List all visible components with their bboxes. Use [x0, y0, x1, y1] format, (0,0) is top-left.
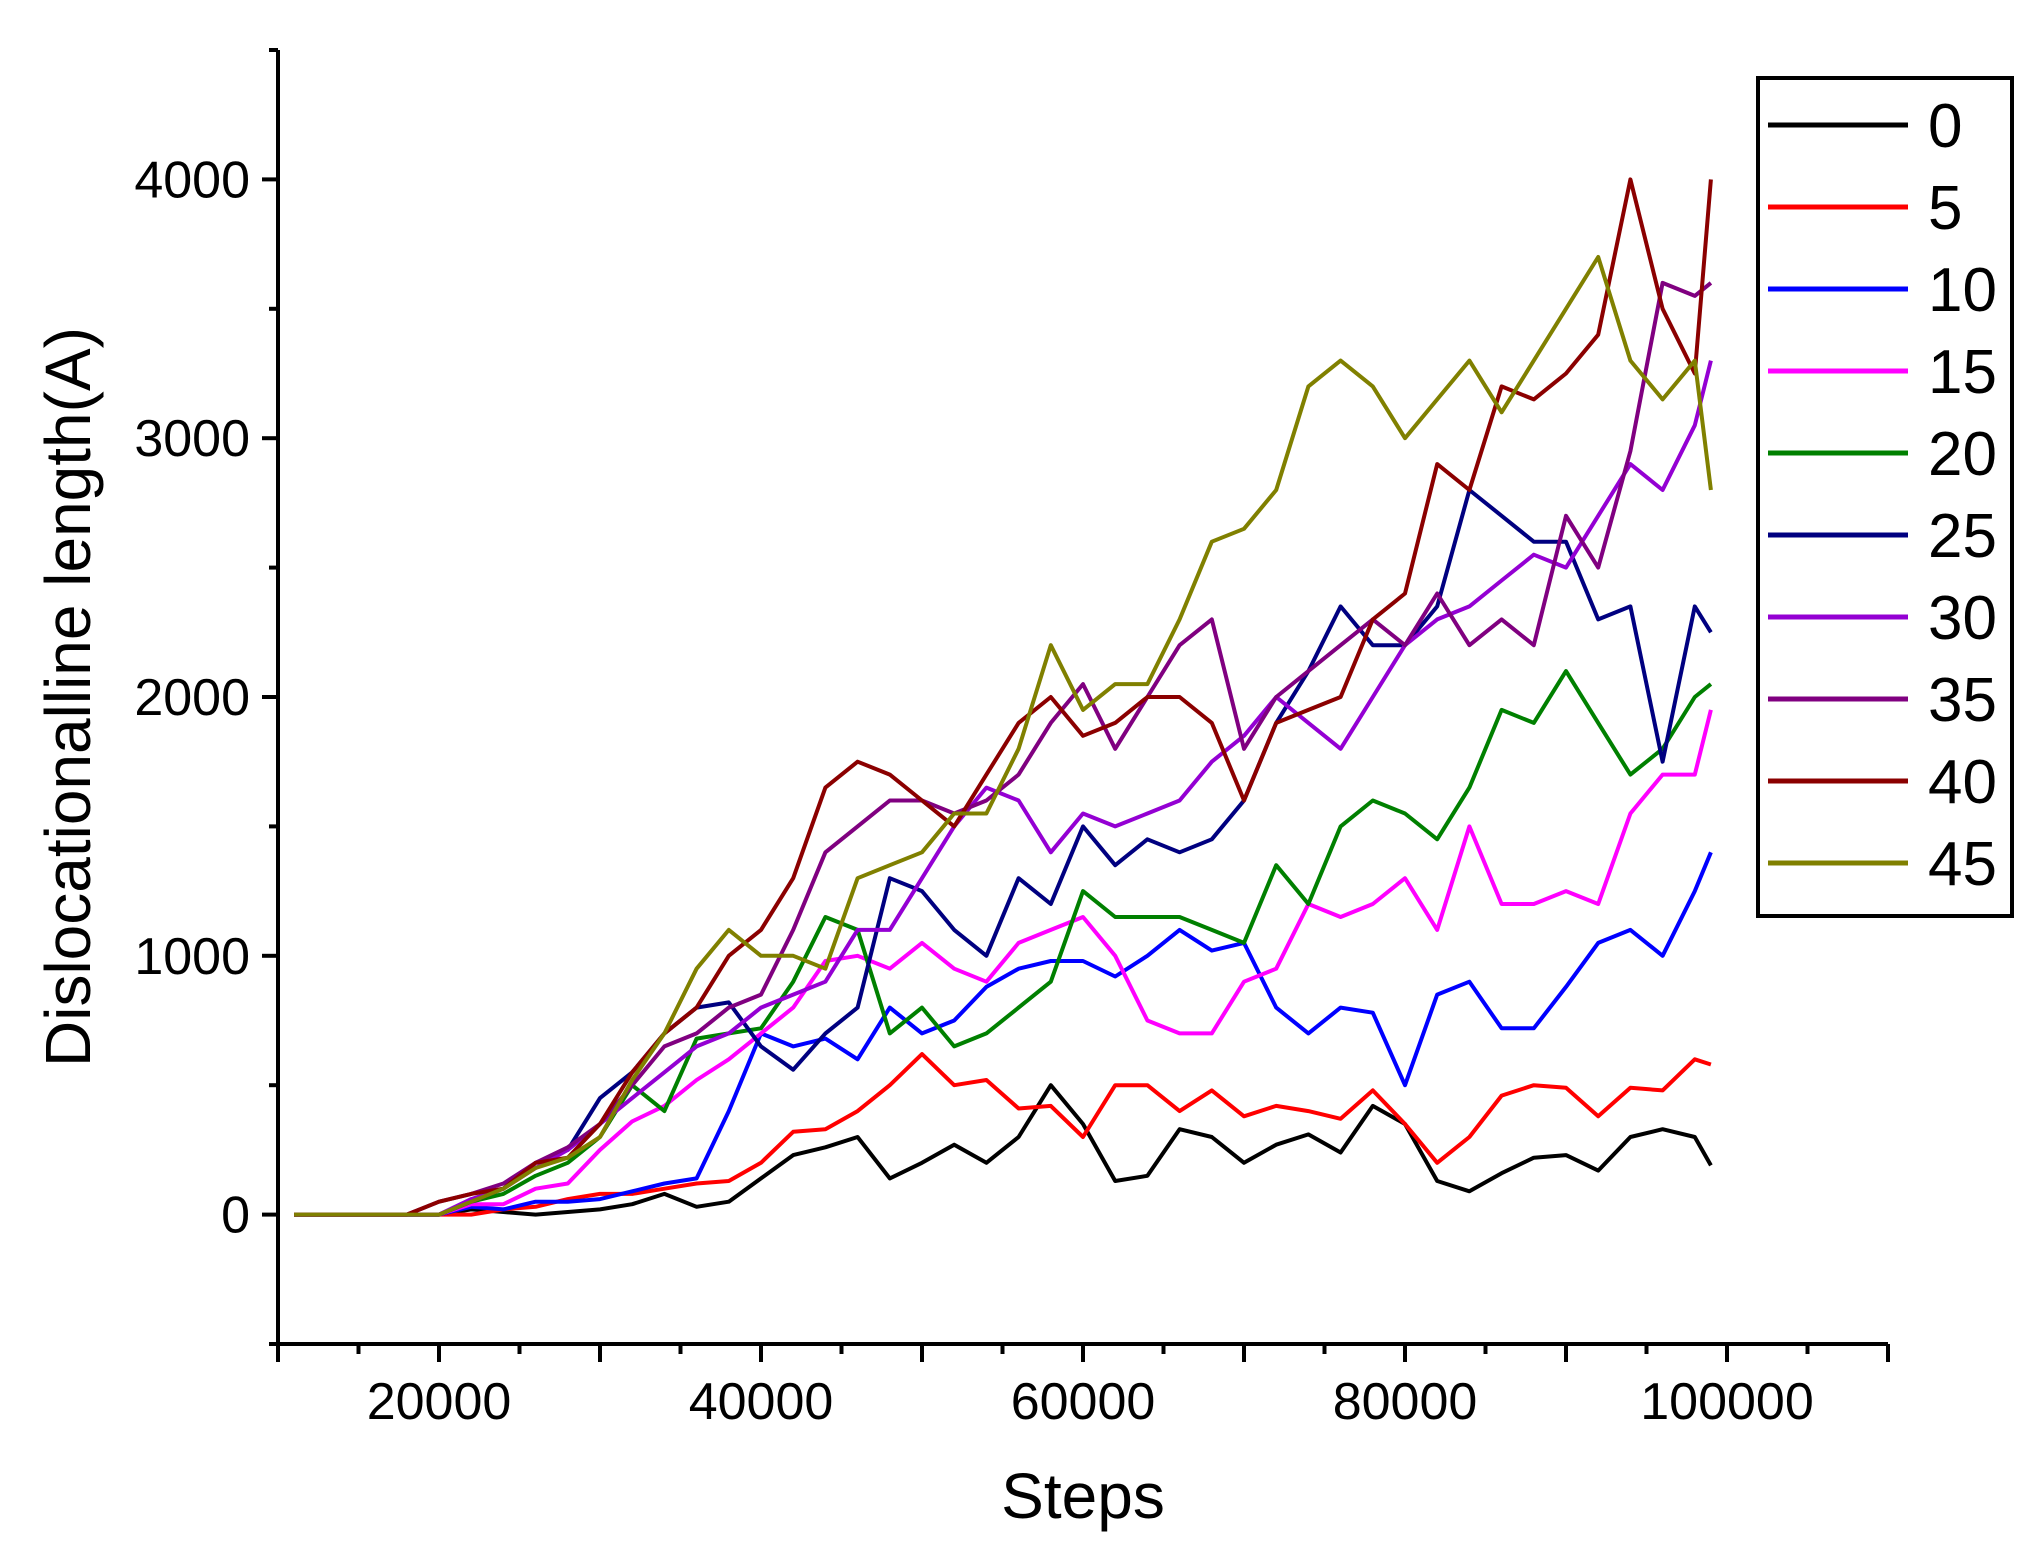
y-axis-title: Dislocationalline length(A) — [32, 327, 104, 1067]
legend-items: 0 5 10 15 20 25 30 35 40 45 — [1768, 92, 1997, 899]
x-tick-label: 40000 — [689, 1373, 834, 1431]
legend-label-0: 0 — [1928, 92, 1962, 161]
x-ticks: 20000 40000 60000 80000 100000 — [276, 1344, 1890, 1431]
y-tick-label: 0 — [221, 1187, 250, 1245]
legend-label-5: 5 — [1928, 174, 1962, 243]
series-line-25 — [294, 488, 1713, 1217]
series-line-0 — [294, 1083, 1713, 1217]
series-line-20 — [294, 669, 1713, 1217]
x-tick-label: 100000 — [1640, 1373, 1814, 1431]
legend-label-35: 35 — [1928, 666, 1997, 735]
legend-label-40: 40 — [1928, 748, 1997, 817]
x-tick-label: 80000 — [1333, 1373, 1478, 1431]
legend-label-15: 15 — [1928, 338, 1997, 407]
y-tick-label: 3000 — [134, 410, 250, 468]
legend-box — [1756, 76, 2014, 918]
legend-label-45: 45 — [1928, 830, 1997, 899]
series-lines — [294, 177, 1713, 1217]
y-tick-label: 4000 — [134, 151, 250, 209]
series-line-45 — [294, 255, 1713, 1217]
legend-label-20: 20 — [1928, 420, 1997, 489]
legend-label-25: 25 — [1928, 502, 1997, 571]
y-ticks: 0 1000 2000 3000 4000 — [134, 48, 278, 1346]
series-line-15 — [294, 709, 1713, 1217]
series-line-10 — [294, 851, 1713, 1217]
series-line-5 — [294, 1052, 1712, 1217]
legend: 0 5 10 15 20 25 30 35 40 45 — [1756, 76, 2014, 918]
x-axis-title: Steps — [1001, 1460, 1165, 1532]
x-tick-label: 20000 — [367, 1373, 512, 1431]
legend-label-10: 10 — [1928, 256, 1997, 325]
y-tick-label: 2000 — [134, 669, 250, 727]
legend-label-30: 30 — [1928, 584, 1997, 653]
x-tick-label: 60000 — [1011, 1373, 1156, 1431]
series-line-40 — [294, 177, 1713, 1217]
y-tick-label: 1000 — [134, 928, 250, 986]
